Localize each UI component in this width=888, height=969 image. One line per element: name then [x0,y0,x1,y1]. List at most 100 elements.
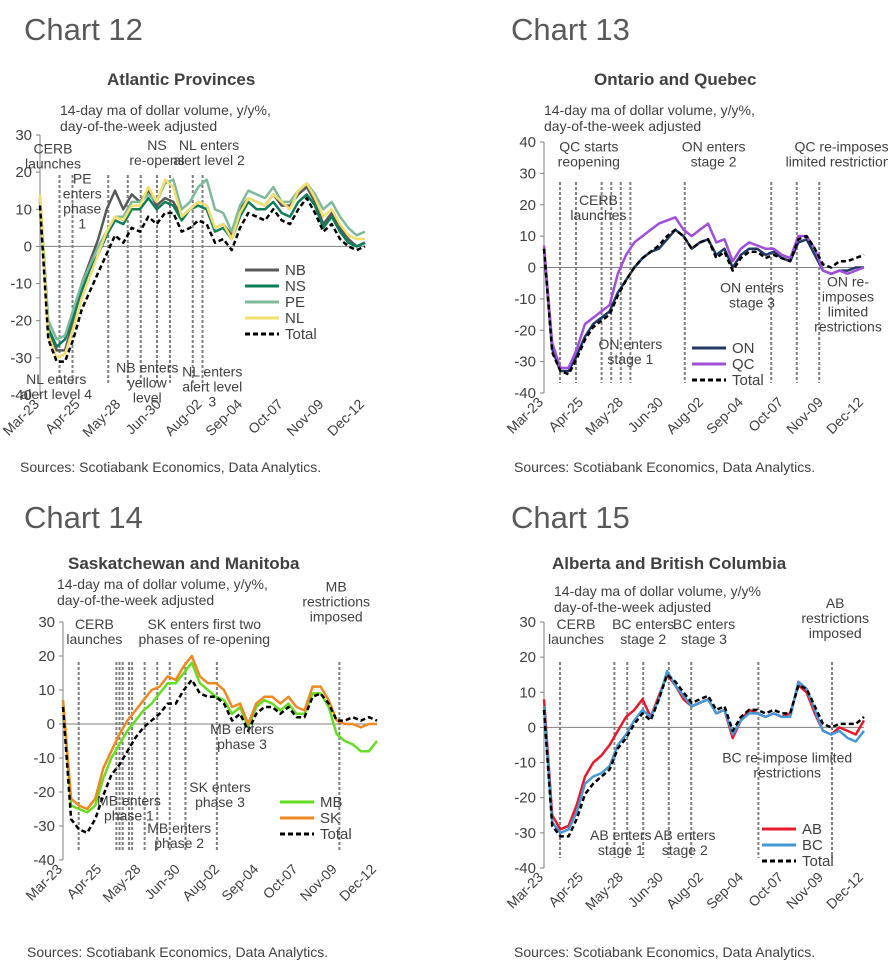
event-annotation: launches [548,631,604,647]
legend-label: NS [285,278,306,295]
y-tick-label: -40 [514,385,536,402]
event-annotation: AB enters [590,827,651,843]
event-annotation: restrictions [753,765,821,781]
y-axis-label-line: 14-day ma of dollar volume, y/y%, [57,576,268,592]
event-annotation: NB enters [116,360,178,376]
x-tick-label: May-28 [582,394,626,438]
event-annotation: ON enters [598,336,662,352]
y-tick-label: 30 [519,614,536,631]
chart-number: Chart 12 [24,12,143,47]
event-annotation: phase 3 [217,736,267,752]
chart-number: Chart 13 [511,12,630,47]
y-axis-label-line: 14-day ma of dollar volume, y/y%, [60,102,271,118]
y-tick-label: 20 [519,649,536,666]
event-annotation: enters [63,185,102,201]
chart-14-plot: -40-30-20-100102030Mar-23Apr-25May-28Jun… [22,578,379,905]
y-axis-label-line: day-of-the-week adjusted [60,118,218,134]
x-tick-label: Nov-09 [283,396,326,439]
series-line-mb [61,661,378,814]
legend-label: BC [802,837,823,854]
chart-15-plot: -40-30-20-100102030Mar-23Apr-25May-28Jun… [503,595,869,913]
event-annotation: CERB [579,192,618,208]
series-line-nl [38,178,365,360]
x-tick-label: Apr-25 [545,394,586,435]
x-tick-label: May-28 [79,396,123,440]
event-annotation: phase 2 [154,835,204,851]
y-tick-label: 30 [38,614,55,631]
y-tick-label: -20 [514,790,536,807]
chart-title: Ontario and Quebec [594,70,757,89]
y-tick-label: -30 [514,825,536,842]
chart-12-panel: Chart 12 Atlantic Provinces 14-day ma of… [0,0,444,484]
x-tick-label: Dec-12 [324,396,367,439]
y-tick-label: 40 [519,134,536,151]
event-annotation: limited restrictions [786,153,888,169]
x-tick-label: Sep-04 [703,394,746,437]
y-tick-label: 0 [24,238,32,255]
legend-label: Total [320,826,352,843]
event-annotation: stage 1 [607,351,653,367]
y-tick-label: 0 [47,716,55,733]
x-tick-label: Aug-02 [179,861,222,904]
y-tick-label: 10 [519,684,536,701]
x-tick-label: Apr-25 [63,861,104,902]
y-tick-label: 10 [15,201,32,218]
x-tick-label: Apr-25 [545,869,586,910]
event-annotation: MB enters [210,721,274,737]
y-tick-label: -30 [514,354,536,371]
event-annotation: CERB [75,616,114,632]
y-tick-label: 0 [528,260,536,277]
event-annotation: imposed [310,608,363,624]
chart-15-panel: Chart 15 Alberta and British Columbia 14… [444,484,888,968]
event-annotation: alert level 2 [173,152,245,168]
x-tick-label: Oct-07 [245,396,286,437]
legend-label: NL [285,310,304,327]
event-annotation: imposes [822,288,874,304]
y-tick-label: 20 [519,197,536,214]
event-annotation: level [133,390,162,406]
source-note: Sources: Scotiabank Economics, Data Anal… [20,459,322,475]
event-annotation: alert level 4 [20,386,92,402]
y-tick-label: -10 [514,291,536,308]
x-tick-label: Oct-07 [745,869,786,910]
event-annotation: BC re-impose limited [722,750,852,766]
x-tick-label: Sep-04 [218,861,261,904]
x-tick-label: Jun-30 [141,861,183,903]
legend-label: AB [802,821,822,838]
event-annotation: BC enters [673,616,735,632]
legend-label: MB [320,794,343,811]
x-tick-label: Sep-04 [703,869,746,912]
y-tick-label: 10 [38,682,55,699]
y-tick-label: -30 [10,350,32,367]
chart-13-panel: Chart 13 Ontario and Quebec 14-day ma of… [444,0,888,484]
x-tick-label: Dec-12 [336,861,379,904]
x-tick-label: Aug-02 [663,394,706,437]
y-tick-label: 20 [15,164,32,181]
event-annotation: stage 3 [729,295,775,311]
event-annotation: NL enters [26,371,86,387]
source-note: Sources: Scotiabank Economics, Data Anal… [514,459,816,475]
y-tick-label: -40 [33,852,55,869]
chart-13-plot: -40-30-20-10010203040Mar-23Apr-25May-28J… [503,134,888,438]
event-annotation: SK enters first two [148,616,262,632]
event-annotation: phase 3 [195,794,245,810]
event-annotation: CERB [34,141,73,157]
event-annotation: QC starts [559,138,618,154]
event-annotation: 3 [208,393,216,409]
event-annotation: ON re- [827,273,869,289]
event-annotation: stage 2 [620,631,666,647]
event-annotation: BC enters [612,616,674,632]
y-axis-label-line: day-of-the-week adjusted [554,599,712,615]
event-annotation: AB [826,595,845,611]
legend-label: Total [802,853,834,870]
event-annotation: imposed [809,625,862,641]
event-annotation: ON enters [682,138,746,154]
chart-number: Chart 14 [24,500,143,535]
y-tick-label: 30 [15,127,32,144]
y-tick-label: 20 [38,648,55,665]
y-tick-label: -20 [33,784,55,801]
y-axis-label: 14-day ma of dollar volume, y/y%, day-of… [60,102,271,134]
series-line-total [542,673,865,838]
y-axis-label-line: 14-day ma of dollar volume, y/y% [554,583,761,599]
y-axis-label: 14-day ma of dollar volume, y/y%, day-of… [544,102,755,134]
